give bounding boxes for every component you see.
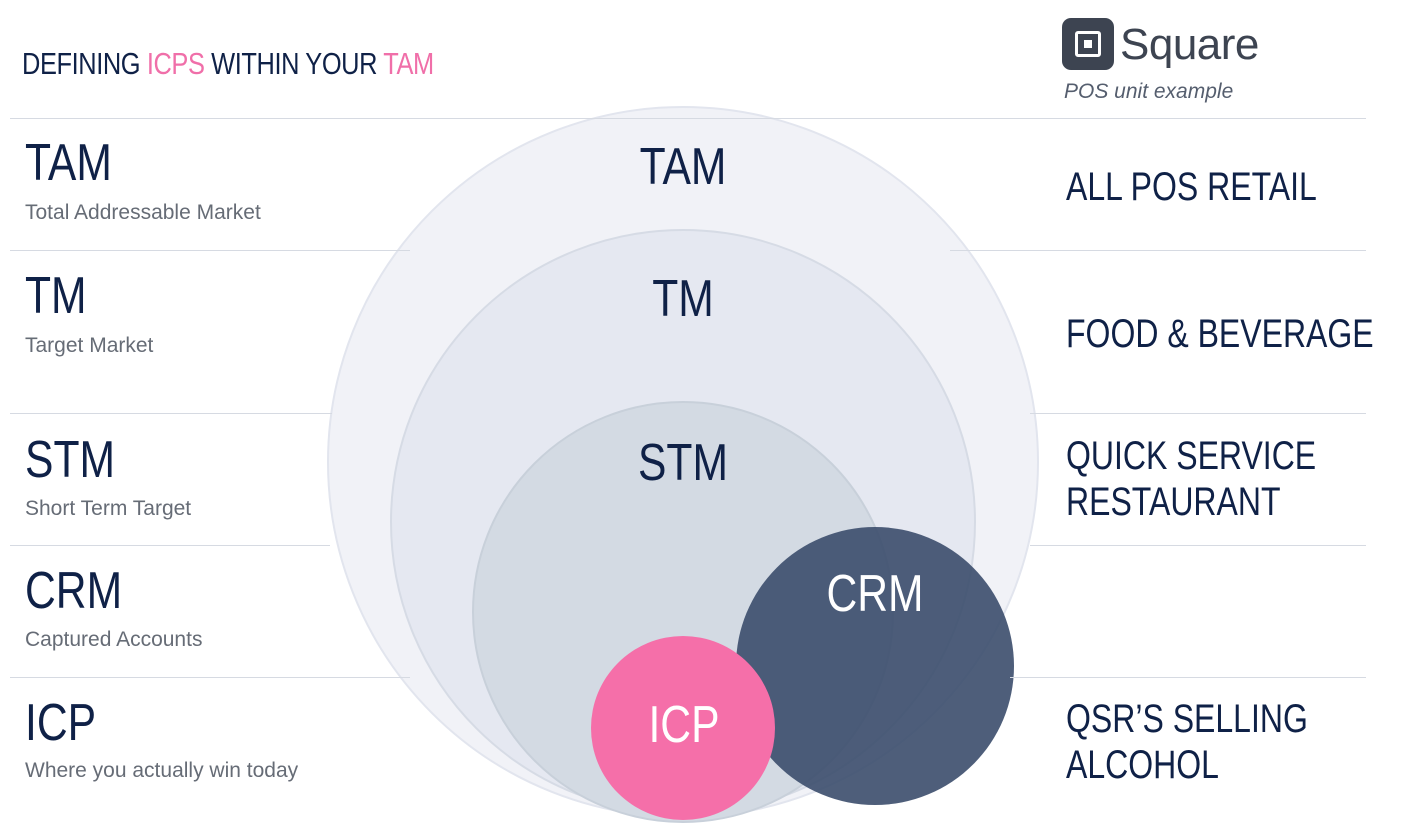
page-title: DEFINING ICPS WITHIN YOUR TAM: [22, 46, 434, 82]
row-stm-abbr: STM: [25, 431, 116, 489]
example-tm-line-1: FOOD & BEVERAGE: [1066, 312, 1374, 356]
divider: [1030, 545, 1366, 546]
example-icp: QSR’S SELLING ALCOHOL: [1066, 696, 1308, 788]
divider: [10, 118, 1366, 119]
example-icp-line-1: QSR’S SELLING: [1066, 697, 1308, 741]
stm-circle-label: STM: [638, 434, 728, 492]
divider: [10, 545, 330, 546]
example-stm: QUICK SERVICE RESTAURANT: [1066, 433, 1316, 525]
square-logo-text: Square: [1120, 20, 1259, 69]
logo-caption: POS unit example: [1064, 80, 1234, 103]
row-tm-desc: Target Market: [25, 334, 154, 357]
divider: [10, 677, 410, 678]
tam-circle-label: TAM: [640, 138, 727, 196]
row-crm-abbr: CRM: [25, 562, 123, 620]
title-highlight-icps: ICPS: [146, 46, 205, 81]
crm-circle: [736, 527, 1014, 805]
row-tm-abbr: TM: [25, 267, 87, 325]
divider: [950, 250, 1366, 251]
row-stm-desc: Short Term Target: [25, 497, 192, 520]
row-icp-desc: Where you actually win today: [25, 759, 299, 782]
example-tam-line-1: ALL POS RETAIL: [1066, 165, 1317, 209]
row-tam-abbr: TAM: [25, 134, 112, 192]
row-icp-abbr: ICP: [25, 694, 97, 752]
title-text-2: WITHIN YOUR: [204, 46, 384, 81]
example-tam: ALL POS RETAIL: [1066, 164, 1317, 210]
divider: [10, 413, 332, 414]
title-text-1: DEFINING: [22, 46, 147, 81]
divider: [1030, 413, 1366, 414]
example-stm-line-1: QUICK SERVICE: [1066, 434, 1317, 478]
crm-circle-label: CRM: [826, 565, 923, 623]
example-stm-line-2: RESTAURANT: [1066, 480, 1281, 524]
row-crm-desc: Captured Accounts: [25, 628, 203, 651]
icp-circle: [591, 636, 775, 820]
square-logo-icon: [1062, 18, 1114, 70]
example-tm: FOOD & BEVERAGE: [1066, 311, 1374, 357]
title-highlight-tam: TAM: [383, 46, 434, 81]
row-tam-desc: Total Addressable Market: [25, 201, 261, 224]
icp-circle-label: ICP: [648, 696, 719, 754]
example-icp-line-2: ALCOHOL: [1066, 743, 1219, 787]
divider: [10, 250, 410, 251]
divider: [1010, 677, 1366, 678]
tm-circle-label: TM: [652, 270, 714, 328]
